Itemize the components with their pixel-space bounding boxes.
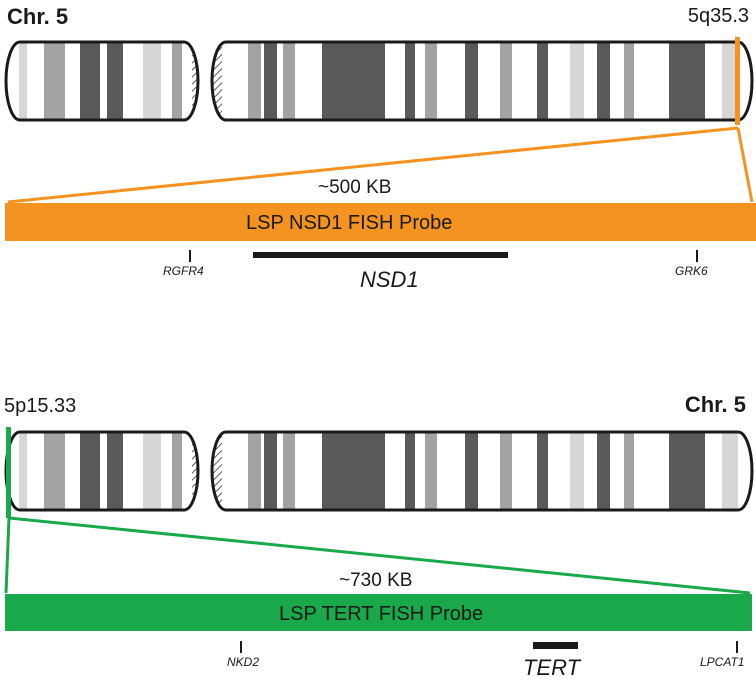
gene-label-rgfr4: RGFR4 — [163, 264, 204, 278]
tick-grk6 — [696, 250, 698, 262]
tert-probe-label: LSP TERT FISH Probe — [279, 603, 484, 625]
q-arm-band — [570, 42, 584, 120]
chromosome-label-top: Chr. 5 — [7, 4, 69, 29]
q-arm-band — [425, 432, 437, 510]
nsd1-probe-bar — [5, 203, 756, 241]
p-arm-band — [44, 42, 65, 120]
chromosome-label-bottom: Chr. 5 — [684, 392, 746, 417]
q-arm-band — [322, 42, 385, 120]
p-arm-band — [172, 432, 182, 510]
gene-label-lpcat1: LPCAT1 — [700, 655, 745, 669]
tert-panel — [4, 427, 754, 653]
gene-label-tert: TERT — [523, 655, 581, 680]
centromere-hatch — [212, 432, 222, 510]
q-arm-band — [537, 432, 548, 510]
band-label-5q35-3: 5q35.3 — [687, 5, 749, 27]
q-arm-band — [570, 432, 584, 510]
centromere-hatch — [192, 432, 198, 510]
tert-gene-bar — [533, 642, 578, 649]
p-arm-band — [80, 42, 100, 120]
bottom-chromosome-p-arm-bands — [6, 432, 198, 510]
q-arm-fill — [212, 432, 752, 510]
band-label-5p15-33: 5p15.33 — [4, 395, 77, 417]
tick-lpcat1 — [736, 641, 738, 653]
zoom-line-left — [7, 126, 739, 204]
q-arm-band — [322, 432, 385, 510]
top-chromosome-p-arm-bands — [6, 42, 198, 120]
gene-label-nsd1: NSD1 — [360, 267, 419, 292]
nsd1-panel — [4, 37, 756, 262]
probe-locus-marker — [6, 427, 11, 518]
p-arm-fill — [6, 432, 198, 510]
q-arm-band — [248, 42, 261, 120]
q-arm-band — [722, 432, 738, 510]
p-arm-band — [143, 432, 161, 510]
p-arm-band — [107, 432, 123, 510]
q-arm-band — [669, 42, 705, 120]
p-arm-band — [44, 432, 65, 510]
gene-label-grk6: GRK6 — [675, 264, 708, 278]
p-arm-outline — [4, 40, 200, 122]
q-arm-band — [405, 432, 415, 510]
zoom-line-right — [736, 127, 754, 203]
bottom-chromosome-q-arm-bands — [212, 432, 752, 510]
top-chromosome-q-arm-bands — [212, 42, 752, 120]
q-arm-band — [597, 42, 610, 120]
q-arm-fill — [212, 42, 752, 120]
q-arm-band — [283, 432, 295, 510]
p-arm-band — [107, 42, 123, 120]
q-arm-band — [465, 42, 478, 120]
tick-nkd2 — [240, 641, 242, 653]
p-arm-fill — [6, 42, 198, 120]
probe-locus-marker — [735, 37, 740, 125]
p-arm-band — [143, 42, 161, 120]
q-arm-band — [597, 432, 610, 510]
q-arm-band — [405, 42, 415, 120]
zoom-line-right — [8, 516, 751, 595]
p-arm-band — [172, 42, 182, 120]
q-arm-band — [248, 432, 261, 510]
tick-rgfr4 — [189, 250, 191, 262]
q-arm-band — [465, 432, 478, 510]
nsd1-probe-label: LSP NSD1 FISH Probe — [246, 212, 453, 234]
q-arm-band — [264, 42, 277, 120]
q-arm-band — [500, 432, 512, 510]
gene-label-nkd2: NKD2 — [227, 655, 260, 669]
p-arm-band — [80, 432, 100, 510]
q-arm-band — [669, 432, 705, 510]
tert-probe-size: ~730 KB — [339, 570, 413, 591]
q-arm-band — [624, 42, 634, 120]
q-arm-band — [283, 42, 295, 120]
p-arm-band — [19, 42, 27, 120]
q-arm-band — [537, 42, 548, 120]
q-arm-outline — [210, 40, 754, 122]
nsd1-probe-size: ~500 KB — [318, 177, 392, 198]
nsd1-gene-bar — [253, 252, 508, 258]
q-arm-band — [264, 432, 277, 510]
centromere-hatch — [212, 42, 222, 120]
q-arm-outline — [210, 430, 754, 512]
q-arm-band — [425, 42, 437, 120]
q-arm-band — [624, 432, 634, 510]
q-arm-band — [722, 42, 738, 120]
tert-probe-bar — [5, 594, 752, 631]
q-arm-band — [500, 42, 512, 120]
p-arm-band — [19, 432, 27, 510]
centromere-hatch — [192, 42, 198, 120]
zoom-line-left — [4, 517, 11, 594]
